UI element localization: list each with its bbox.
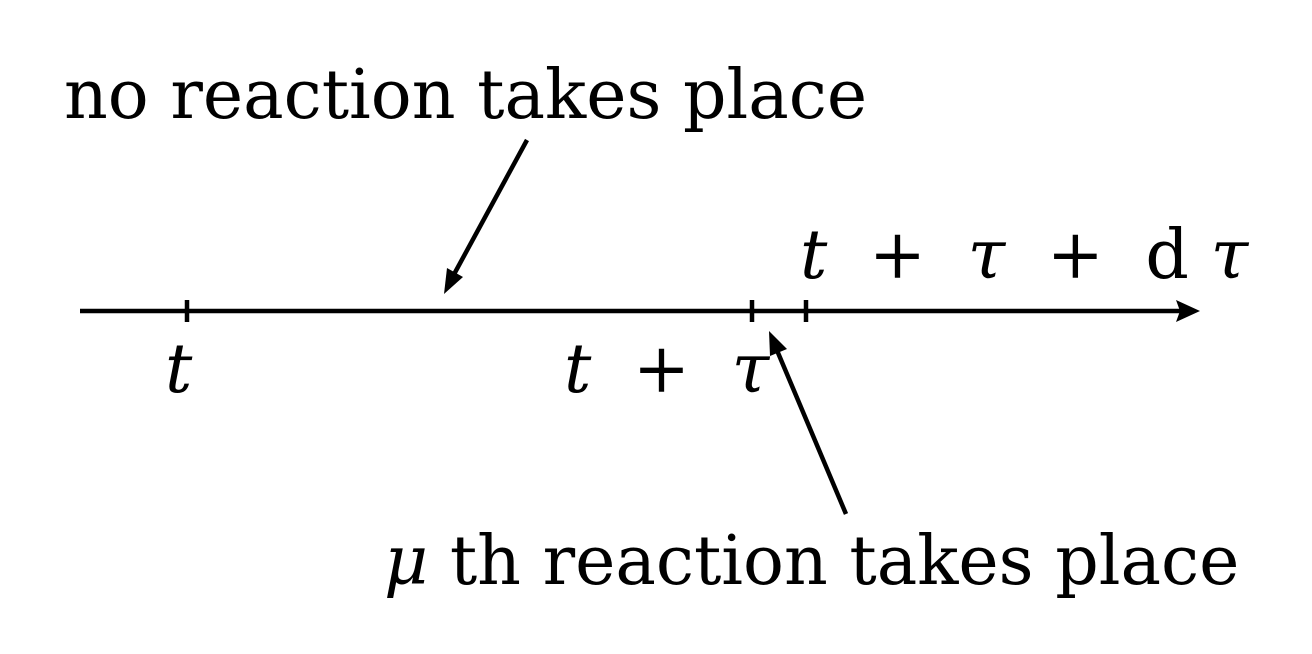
tick-label-dtau-tau2: τ	[1211, 216, 1250, 295]
tick-label-t-plus-tau-op: +	[633, 330, 690, 409]
no-reaction-label: no reaction takes place	[64, 56, 867, 135]
tick-label-dtau-t: t	[800, 216, 828, 295]
mu-symbol: μ	[384, 522, 428, 601]
no-reaction-arrowhead	[444, 268, 463, 294]
tick-label-dtau-op1: +	[869, 216, 926, 295]
tick-label-t: t	[165, 330, 193, 409]
tick-label-t-plus-tau: t + τ	[564, 330, 771, 409]
tick-label-t-plus-tau-plus-dtau: t + τ + d τ	[800, 216, 1250, 295]
time-axis-arrowhead	[1176, 300, 1200, 322]
tick-label-t-plus-tau-tau: τ	[732, 330, 771, 409]
no-reaction-arrow	[444, 138, 529, 294]
mu-reaction-text: th reaction takes place	[450, 522, 1240, 601]
tick-label-t-plus-tau-var: t	[564, 330, 592, 409]
mu-reaction-arrowhead	[769, 331, 787, 356]
tick-label-dtau-d: d	[1145, 216, 1189, 295]
mu-reaction-label: μ th reaction takes place	[384, 522, 1239, 601]
mu-reaction-arrow	[769, 331, 849, 515]
time-axis	[80, 300, 1200, 322]
tick-label-dtau-op2: +	[1047, 216, 1104, 295]
tick-label-dtau-tau: τ	[968, 216, 1007, 295]
